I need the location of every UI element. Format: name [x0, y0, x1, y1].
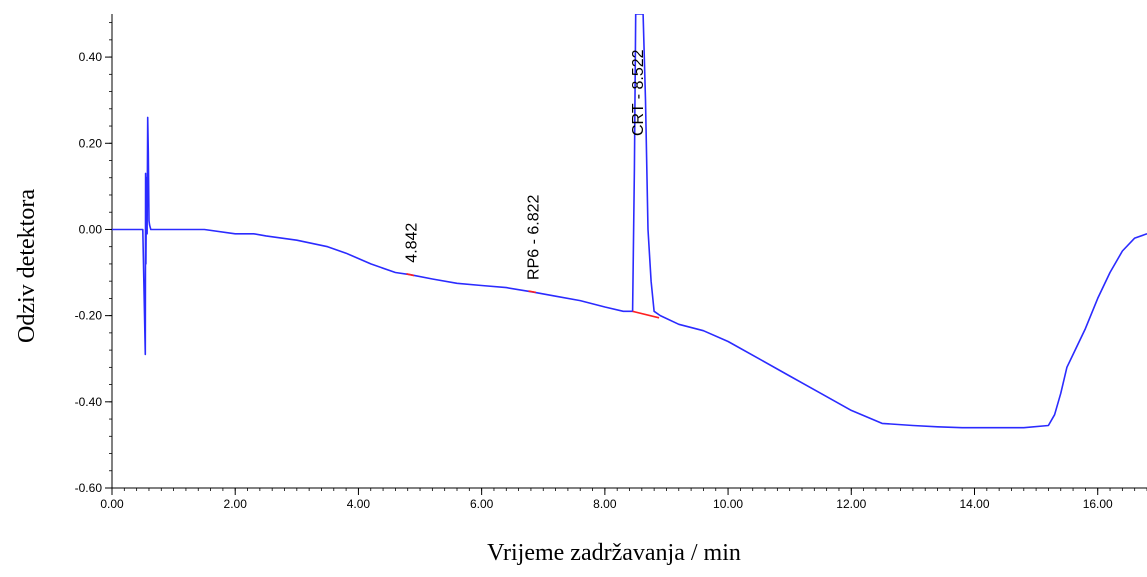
peak-label: CRT - 8.522 — [630, 49, 647, 136]
peak-baseline — [632, 310, 660, 319]
x-axis-title: Vrijeme zadržavanja / min — [487, 540, 741, 566]
x-tick-label: 10.00 — [713, 497, 743, 511]
y-tick-label: 0.20 — [79, 136, 103, 150]
minor-ticks — [109, 22, 1147, 491]
y-tick-label: 0.00 — [79, 222, 103, 236]
x-tick-label: 12.00 — [836, 497, 866, 511]
ticks: 0.00 2.00 4.00 6.00 8.00 10.00 12.00 14.00 16.00… — [75, 50, 1113, 511]
x-tick-label: 16.00 — [1083, 497, 1113, 511]
x-tick-label: 6.00 — [470, 497, 494, 511]
y-axis-title: Odziv detektora — [14, 189, 40, 343]
x-tick-label: 2.00 — [224, 497, 248, 511]
peak-label: RP6 - 6.822 — [525, 194, 542, 279]
peak-label: 4.842 — [403, 223, 420, 263]
x-tick-label: 8.00 — [593, 497, 617, 511]
y-tick-label: -0.40 — [75, 395, 103, 409]
y-tick-label: -0.60 — [75, 481, 103, 495]
y-tick-label: -0.20 — [75, 309, 103, 323]
x-tick-label: 4.00 — [347, 497, 371, 511]
peak-baseline — [406, 273, 415, 277]
y-tick-label: 0.40 — [79, 50, 103, 64]
x-tick-label: 14.00 — [959, 497, 989, 511]
x-tick-label: 0.00 — [100, 497, 124, 511]
peak-baseline — [528, 290, 536, 294]
peak-baselines — [406, 273, 660, 319]
peak-labels: 4.842 RP6 - 6.822 CRT - 8.522 — [403, 49, 647, 280]
